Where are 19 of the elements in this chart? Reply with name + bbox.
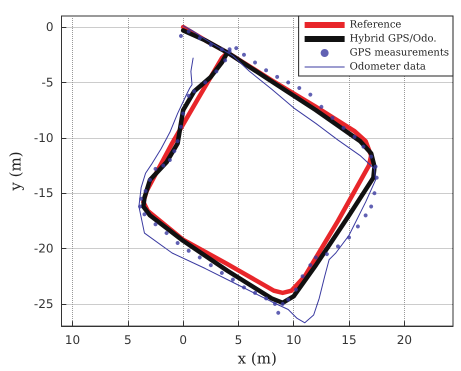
legend-label: Odometer data bbox=[350, 62, 426, 72]
y-tick-label: -15 bbox=[34, 186, 54, 200]
legend-label: GPS measurements bbox=[350, 48, 450, 58]
x-tick-label: 5 bbox=[124, 333, 132, 348]
x-tick-label: 5 bbox=[234, 333, 242, 348]
legend-label: Reference bbox=[350, 20, 402, 30]
x-axis-title: x (m) bbox=[238, 350, 277, 368]
x-tick-label: 0 bbox=[179, 333, 187, 348]
x-tick-label: 10 bbox=[286, 333, 302, 348]
y-axis-title: y (m) bbox=[6, 151, 24, 192]
x-tick-label: 15 bbox=[341, 333, 357, 348]
x-tick-label: 10 bbox=[64, 333, 80, 348]
y-tick-label: -20 bbox=[34, 242, 54, 256]
y-tick-label: -25 bbox=[34, 296, 54, 311]
y-tick-label: -10 bbox=[34, 130, 54, 145]
x-tick-label: 20 bbox=[396, 333, 412, 348]
y-tick-label: -5 bbox=[42, 75, 54, 90]
y-tick-label: 0 bbox=[46, 20, 54, 34]
legend-label: Hybrid GPS/Odo. bbox=[350, 34, 437, 44]
